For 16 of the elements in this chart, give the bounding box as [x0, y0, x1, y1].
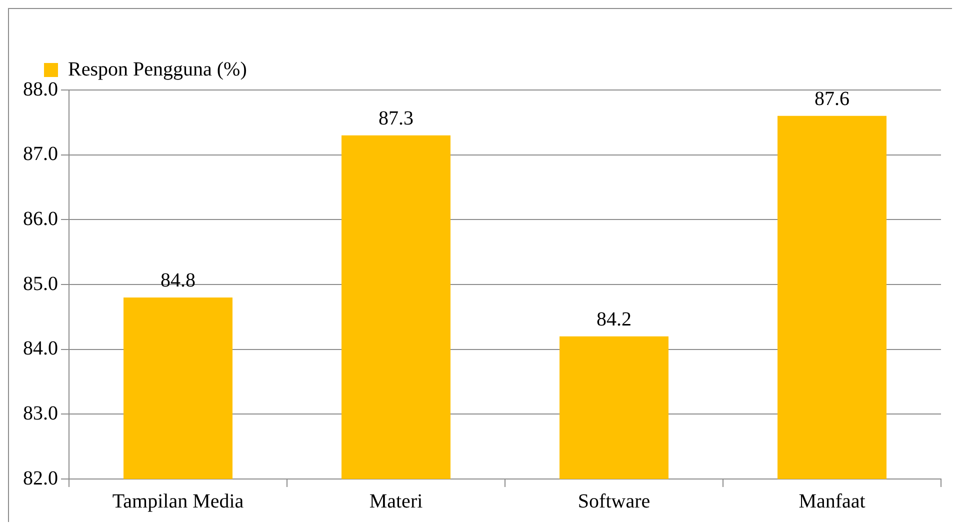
y-tick-label: 87.0 — [23, 143, 58, 166]
y-tick-label: 82.0 — [23, 467, 58, 490]
y-tick-label: 84.0 — [23, 338, 58, 360]
data-label: 84.2 — [596, 308, 632, 331]
x-tick-label: Manfaat — [798, 490, 866, 512]
x-tick-label: Software — [578, 490, 650, 512]
y-tick-label: 86.0 — [23, 208, 58, 230]
data-label: 84.8 — [160, 270, 196, 292]
x-tick-label: Materi — [369, 490, 424, 512]
x-tick-label: Tampilan Media — [112, 490, 244, 512]
data-label: 87.6 — [814, 88, 850, 110]
y-tick-label: 83.0 — [23, 402, 58, 424]
y-tick-label: 88.0 — [23, 78, 58, 100]
data-label: 87.3 — [378, 108, 414, 130]
y-tick-label: 85.0 — [23, 272, 58, 295]
legend-label: Respon Pengguna (%) — [68, 58, 247, 80]
